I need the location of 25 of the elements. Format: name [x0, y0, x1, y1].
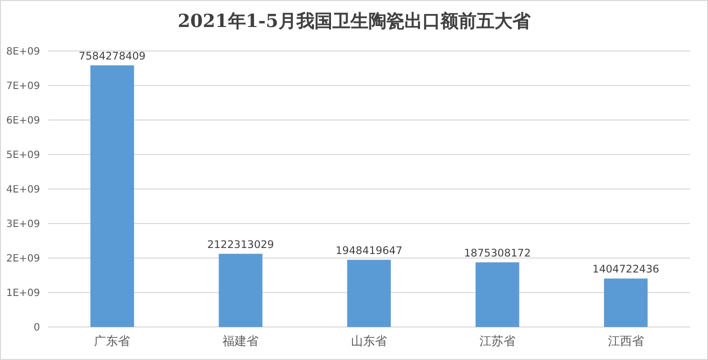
data-label: 1404722436 [592, 264, 660, 276]
y-tick-label: 1E+09 [6, 288, 40, 299]
y-tick-label: 7E+09 [6, 81, 40, 92]
data-label: 7584278409 [78, 50, 146, 62]
bar [347, 260, 391, 327]
y-tick-label: 6E+09 [6, 116, 40, 126]
y-tick-label: 0 [34, 322, 40, 334]
data-label: 2122313029 [207, 238, 274, 251]
data-label: 1948419647 [336, 244, 402, 257]
y-tick-label: 5E+09 [6, 150, 40, 161]
x-tick-label: 江苏省 [479, 334, 516, 348]
bar [604, 278, 648, 327]
chart-title: 2021年1-5月我国卫生陶瓷出口额前五大省 [178, 11, 532, 32]
bar [476, 262, 520, 327]
x-tick-label: 江西省 [608, 334, 644, 348]
x-tick-label: 山东省 [351, 334, 387, 348]
y-tick-label: 4E+09 [6, 184, 40, 196]
data-label: 1875308172 [464, 247, 531, 260]
bar [218, 254, 262, 327]
y-tick-label: 2E+09 [6, 254, 40, 264]
bar [90, 65, 134, 327]
x-tick-label: 福建省 [222, 334, 259, 348]
y-tick-label: 8E+09 [6, 46, 40, 58]
y-tick-label: 3E+09 [6, 219, 40, 230]
x-tick-label: 广东省 [94, 334, 130, 348]
